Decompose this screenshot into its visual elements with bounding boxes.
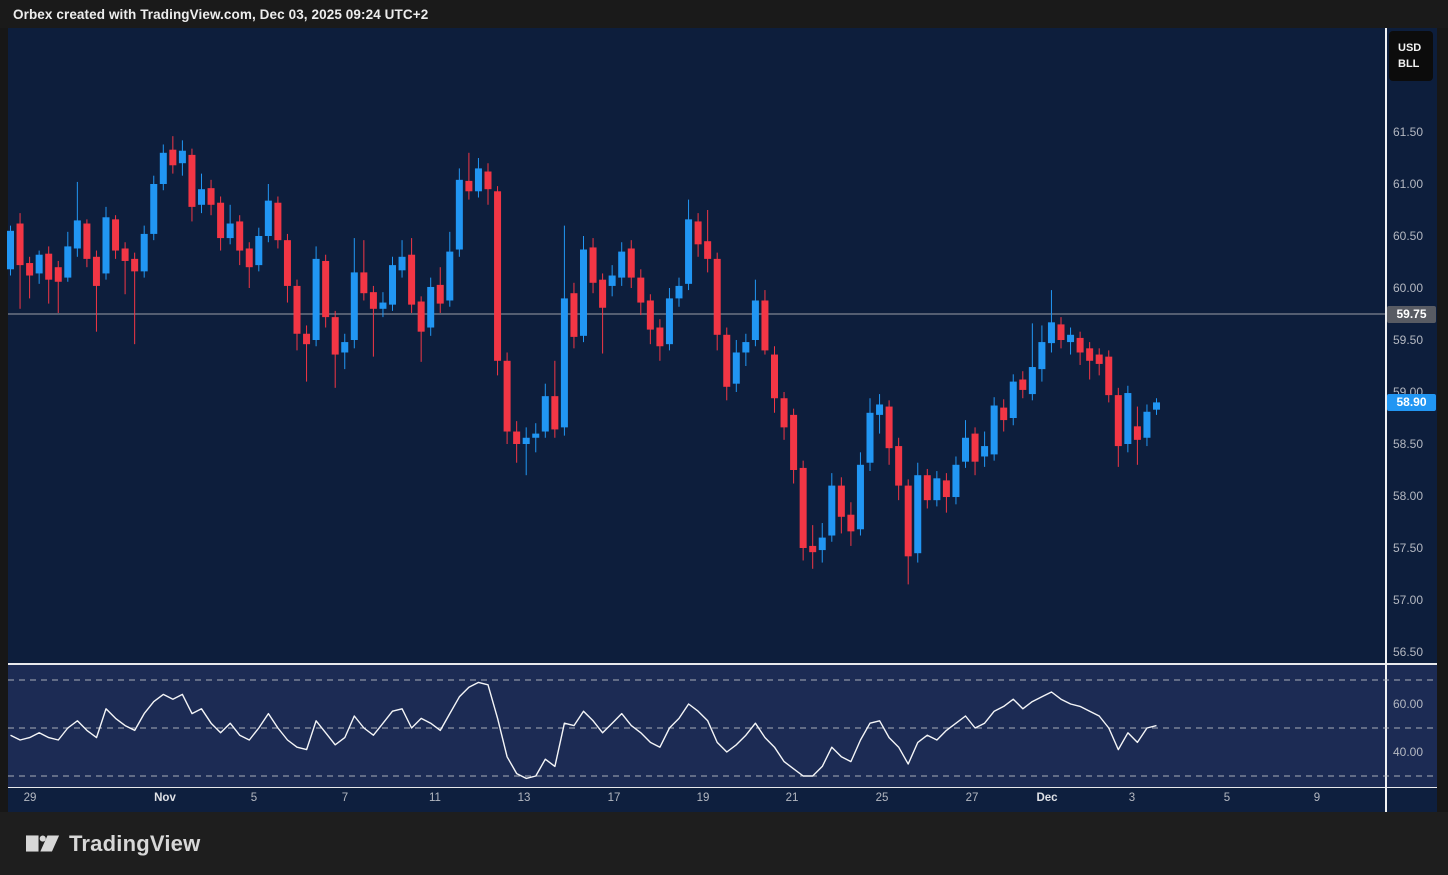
time-tick-label: 21 [785, 792, 799, 804]
time-tick-label: 5 [1223, 792, 1231, 804]
time-tick-label: 13 [517, 792, 531, 804]
price-tick-label: 58.50 [1393, 436, 1424, 451]
rsi-tick-label: 60.00 [1393, 696, 1424, 711]
time-axis[interactable]: 29 Nov 5 7 11 13 17 19 21 25 27 Dec 3 5 9 [8, 788, 1437, 812]
time-tick-label: Nov [154, 792, 176, 804]
price-level-label: 59.75 [1387, 305, 1436, 323]
price-axis[interactable]: USD BLL 61.50 61.00 60.50 60.00 59.50 59.00 58… [1387, 28, 1437, 812]
time-tick-label: Dec [1036, 792, 1058, 804]
time-tick-label: 19 [696, 792, 710, 804]
unit-measure: BLL [1398, 57, 1420, 70]
pane-separator[interactable] [8, 663, 1437, 665]
time-tick-label: 5 [250, 792, 258, 804]
price-tick-label: 56.50 [1393, 644, 1424, 659]
time-tick-label: 25 [875, 792, 889, 804]
time-tick-label: 9 [1313, 792, 1321, 804]
time-tick-label: 7 [341, 792, 349, 804]
symbol-unit-box: USD BLL [1389, 31, 1433, 81]
time-tick-label: 27 [965, 792, 979, 804]
rsi-tick-label: 40.00 [1393, 744, 1424, 759]
time-tick-label: 11 [429, 792, 441, 804]
price-tick-label: 57.50 [1393, 540, 1424, 555]
tradingview-logo[interactable]: TradingView [26, 831, 200, 857]
price-tick-label: 58.00 [1393, 488, 1424, 503]
rsi-pane[interactable] [8, 665, 1437, 787]
watermark-bar: Orbex created with TradingView.com, Dec … [0, 0, 1448, 28]
tradingview-logo-text: TradingView [69, 830, 201, 856]
time-tick-label: 29 [23, 792, 37, 804]
price-tick-label: 60.50 [1393, 228, 1424, 243]
footer: TradingView [0, 812, 1448, 875]
price-tick-label: 61.00 [1393, 176, 1424, 191]
time-tick-label: 17 [607, 792, 621, 804]
price-axis-divider [1385, 28, 1387, 812]
axis-separator [8, 786, 1437, 788]
unit-currency: USD [1398, 41, 1422, 54]
price-pane[interactable] [8, 28, 1437, 663]
price-tick-label: 61.50 [1393, 124, 1424, 139]
price-tick-label: 59.50 [1393, 332, 1424, 347]
last-price-label: 58.90 [1387, 393, 1436, 411]
time-tick-label: 3 [1128, 792, 1136, 804]
watermark-text: Orbex created with TradingView.com, Dec … [13, 6, 429, 22]
price-tick-label: 60.00 [1393, 280, 1424, 295]
tradingview-logo-icon [26, 835, 60, 852]
price-tick-label: 57.00 [1393, 592, 1424, 607]
